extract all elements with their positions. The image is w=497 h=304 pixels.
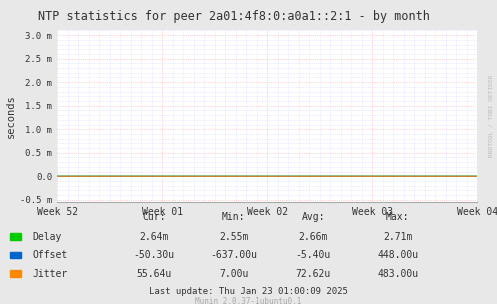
Text: 72.62u: 72.62u (296, 269, 331, 278)
Text: Delay: Delay (32, 232, 62, 242)
Text: 2.71m: 2.71m (383, 232, 413, 242)
Text: -5.40u: -5.40u (296, 250, 331, 260)
Text: NTP statistics for peer 2a01:4f8:0:a0a1::2:1 - by month: NTP statistics for peer 2a01:4f8:0:a0a1:… (38, 10, 429, 23)
Text: -50.30u: -50.30u (134, 250, 174, 260)
Text: Jitter: Jitter (32, 269, 68, 278)
Text: Last update: Thu Jan 23 01:00:09 2025: Last update: Thu Jan 23 01:00:09 2025 (149, 287, 348, 296)
Text: Max:: Max: (386, 212, 410, 222)
Text: Offset: Offset (32, 250, 68, 260)
Text: Munin 2.0.37-1ubuntu0.1: Munin 2.0.37-1ubuntu0.1 (195, 297, 302, 304)
Text: 2.55m: 2.55m (219, 232, 248, 242)
Text: RRDTOOL / TOBI OETIKER: RRDTOOL / TOBI OETIKER (489, 74, 494, 157)
Text: 2.64m: 2.64m (139, 232, 169, 242)
Text: 55.64u: 55.64u (137, 269, 171, 278)
Text: 7.00u: 7.00u (219, 269, 248, 278)
Text: Min:: Min: (222, 212, 246, 222)
Text: Cur:: Cur: (142, 212, 166, 222)
Y-axis label: seconds: seconds (6, 95, 16, 138)
Text: 448.00u: 448.00u (377, 250, 418, 260)
Text: 2.66m: 2.66m (298, 232, 328, 242)
Text: -637.00u: -637.00u (210, 250, 257, 260)
Text: Avg:: Avg: (301, 212, 325, 222)
Text: 483.00u: 483.00u (377, 269, 418, 278)
